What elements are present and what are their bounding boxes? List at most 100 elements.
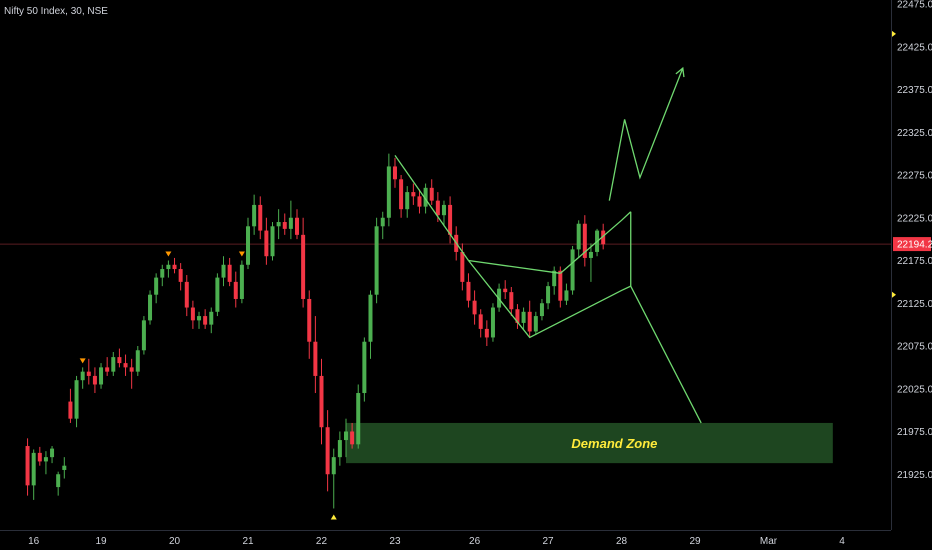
candle-body	[117, 357, 122, 364]
candle	[570, 245, 575, 295]
candle	[301, 217, 306, 308]
signal-marker-icon	[238, 251, 245, 257]
candle	[380, 211, 385, 240]
x-tick-label: 28	[616, 536, 628, 547]
candle-body	[270, 226, 275, 257]
channel-lower-line[interactable]	[467, 260, 632, 339]
flag-pattern-drawing[interactable]	[394, 66, 702, 424]
candle-body	[601, 230, 606, 245]
candle	[466, 273, 471, 308]
candle-body	[319, 375, 324, 428]
candle	[374, 217, 379, 304]
candle-body	[135, 350, 140, 372]
candle	[160, 264, 165, 287]
candle-body	[539, 303, 544, 317]
candle-body	[203, 316, 208, 325]
candle-body	[62, 465, 67, 470]
candle-body	[337, 440, 342, 458]
candle	[190, 300, 195, 329]
candle-body	[374, 226, 379, 295]
candle-body	[92, 375, 97, 385]
x-tick-label: 4	[839, 536, 845, 547]
channel-upper-line[interactable]	[559, 211, 632, 274]
candle-body	[582, 223, 587, 258]
candle-body	[50, 448, 55, 458]
candle-body	[521, 311, 526, 323]
candle	[111, 351, 116, 376]
candle	[43, 451, 48, 475]
candle-body	[466, 281, 471, 301]
candle	[472, 290, 477, 325]
candle-body	[129, 367, 134, 372]
candle	[484, 320, 489, 346]
candle	[368, 290, 373, 359]
candle-body	[105, 367, 110, 372]
candle	[239, 260, 244, 304]
candle	[515, 304, 520, 329]
candle-body	[25, 446, 30, 486]
candle	[264, 217, 269, 265]
y-tick-label: 22475.00	[897, 0, 932, 11]
candle	[564, 283, 569, 305]
candle-body	[411, 192, 416, 197]
candle	[582, 215, 587, 267]
demand-zone-rect[interactable]	[345, 422, 833, 464]
bearish-projection-line[interactable]	[630, 285, 702, 424]
candle-body	[362, 341, 367, 394]
time-axis[interactable]: 16 19 20 21 22 23 26 27 28 29 Mar 4	[28, 536, 845, 547]
candle-body	[343, 431, 348, 441]
candle-body	[141, 320, 146, 351]
flag-pole-line[interactable]	[394, 154, 469, 261]
candle-body	[56, 474, 61, 488]
candle-body	[380, 217, 385, 227]
candle	[392, 157, 397, 188]
bullish-projection-line[interactable]	[608, 67, 684, 201]
candle	[37, 446, 42, 466]
candle	[307, 290, 312, 359]
price-axis[interactable]: 22475.00 22425.00 22375.00 22325.00 22275.00…	[897, 0, 932, 481]
candle-body	[43, 457, 48, 462]
candle-body	[123, 363, 128, 368]
chart-title: Nifty 50 Index, 30, NSE	[4, 6, 108, 17]
candle-body	[166, 264, 171, 270]
candle	[68, 388, 73, 423]
candle	[411, 183, 416, 205]
x-tick-label: Mar	[760, 536, 778, 547]
candle-body	[546, 286, 551, 304]
candle	[99, 363, 104, 389]
candle-body	[99, 367, 104, 385]
y-tick-label: 22325.00	[897, 128, 932, 139]
candle	[184, 275, 189, 317]
candle	[276, 209, 281, 240]
candle-body	[184, 281, 189, 308]
candle	[343, 418, 348, 458]
candle	[203, 309, 208, 329]
candle	[117, 348, 122, 368]
candle	[337, 431, 342, 466]
candle	[576, 220, 581, 258]
candle	[282, 213, 287, 235]
candle	[227, 257, 232, 287]
y-tick-label: 21975.00	[897, 427, 932, 438]
candle-body	[509, 292, 514, 310]
candle-body	[417, 196, 422, 207]
candle	[441, 200, 446, 227]
x-tick-label: 19	[95, 536, 107, 547]
candle-body	[558, 270, 563, 301]
x-tick-label: 29	[689, 536, 701, 547]
candle-body	[246, 226, 251, 265]
candle	[86, 358, 91, 385]
candle-body	[429, 187, 434, 201]
demand-zone[interactable]: Demand Zone	[345, 422, 833, 464]
candle-body	[80, 371, 85, 381]
channel-left-upper-line[interactable]	[468, 259, 561, 274]
candle-body	[221, 264, 226, 278]
candle	[154, 273, 159, 304]
candle	[552, 266, 557, 295]
candle-body	[68, 401, 73, 419]
candle	[533, 311, 538, 335]
candle	[288, 200, 293, 240]
candle	[50, 446, 55, 464]
last-price-tag: 22194.20	[893, 237, 932, 252]
